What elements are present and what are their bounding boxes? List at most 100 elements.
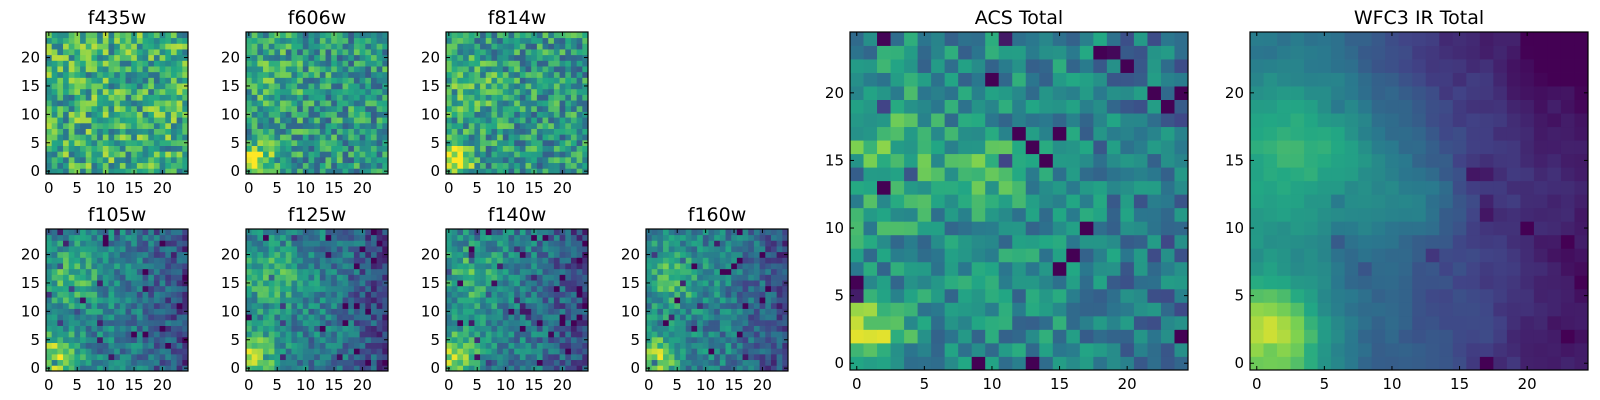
heatmap-cell — [508, 353, 515, 361]
heatmap-cell — [148, 251, 155, 258]
heatmap-cell — [548, 240, 555, 247]
heatmap-cell — [1147, 167, 1162, 182]
heatmap-cell — [170, 128, 178, 135]
heatmap-cell — [125, 83, 132, 90]
heatmap-cell — [502, 105, 509, 112]
heatmap-cell — [342, 117, 349, 124]
heatmap-cell — [463, 359, 470, 366]
heatmap-cell — [370, 291, 378, 298]
heatmap-cell — [474, 285, 481, 292]
heatmap-cell — [97, 117, 104, 124]
heatmap-cell — [291, 105, 298, 112]
heatmap-cell — [519, 359, 526, 366]
heatmap-cell — [257, 336, 264, 343]
heatmap-cell — [68, 319, 75, 326]
heatmap-cell — [998, 180, 1013, 195]
heatmap-cell — [548, 319, 555, 326]
heatmap-cell — [485, 359, 492, 366]
heatmap-cell — [748, 342, 755, 349]
heatmap-cell — [736, 274, 743, 281]
heatmap-cell — [91, 60, 98, 67]
heatmap-cell — [170, 274, 178, 281]
heatmap-cell — [691, 240, 698, 247]
heatmap-cell — [451, 54, 458, 61]
heatmap-cell — [446, 49, 453, 56]
heatmap-cell — [280, 308, 287, 315]
heatmap-cell — [136, 365, 143, 372]
heatmap-cell — [1133, 221, 1148, 236]
heatmap-cell — [548, 297, 555, 304]
heatmap-cell — [917, 194, 932, 209]
heatmap-cell — [302, 37, 309, 44]
heatmap-cell — [336, 32, 343, 39]
heatmap-cell — [370, 308, 378, 315]
heatmap-cell — [131, 257, 138, 264]
heatmap-cell — [576, 336, 583, 343]
heatmap-cell — [514, 229, 521, 236]
heatmap-cell — [531, 134, 538, 141]
heatmap-cell — [119, 297, 126, 304]
heatmap-cell — [57, 49, 64, 56]
heatmap-cell — [719, 336, 726, 343]
heatmap-cell — [285, 263, 292, 270]
heatmap-cell — [125, 308, 132, 315]
heatmap-cell — [570, 32, 578, 39]
heatmap-cell — [170, 43, 178, 50]
heatmap-cell — [51, 297, 58, 304]
heatmap-cell — [519, 37, 526, 44]
heatmap-cell — [863, 302, 878, 317]
heatmap-cell — [463, 274, 470, 281]
heatmap-cell — [125, 365, 132, 372]
heatmap-cell — [91, 274, 98, 281]
heatmap-cell — [1039, 315, 1054, 330]
heatmap-cell — [302, 234, 309, 241]
heatmap-cell — [291, 71, 298, 78]
heatmap-cell — [365, 49, 372, 56]
heatmap-cell — [348, 314, 355, 321]
heatmap-cell — [765, 251, 772, 258]
heatmap-cell — [165, 308, 172, 315]
heatmap-cell — [108, 37, 115, 44]
heatmap-cell — [576, 156, 583, 164]
heatmap-cell — [463, 240, 470, 247]
heatmap-cell — [359, 77, 366, 84]
heatmap-cell — [1012, 275, 1027, 290]
heatmap-cell — [268, 353, 275, 361]
heatmap-cell — [365, 66, 372, 73]
heatmap-cell — [108, 168, 115, 175]
heatmap-cell — [559, 331, 566, 338]
heatmap-cell — [536, 319, 543, 326]
heatmap-cell — [525, 156, 532, 164]
heatmap-cell — [782, 246, 789, 253]
heatmap-cell — [136, 100, 143, 107]
heatmap-cell — [131, 336, 138, 343]
heatmap-cell — [1160, 356, 1175, 371]
heatmap-cell — [63, 280, 70, 287]
heatmap-cell — [342, 100, 349, 107]
heatmap-cell — [263, 139, 270, 146]
heatmap-cell — [274, 280, 281, 287]
heatmap-cell — [97, 122, 104, 129]
heatmap-cell — [559, 308, 566, 315]
heatmap-cell — [131, 43, 138, 50]
heatmap-cell — [370, 240, 378, 247]
heatmap-cell — [525, 331, 532, 338]
heatmap-cell — [1052, 221, 1067, 236]
heatmap-cell — [553, 134, 560, 141]
heatmap-cell — [119, 291, 126, 298]
heatmap-cell — [319, 60, 326, 67]
heatmap-cell — [170, 162, 178, 169]
heatmap-cell — [314, 331, 321, 338]
heatmap-cell — [85, 319, 92, 326]
panel-title: ACS Total — [975, 7, 1063, 29]
heatmap-cell — [280, 117, 287, 124]
heatmap-cell — [708, 353, 715, 361]
heatmap-cell — [770, 314, 778, 321]
heatmap-cell — [74, 145, 81, 152]
heatmap-cell — [542, 77, 549, 84]
heatmap-cell — [765, 308, 772, 315]
heatmap-cell — [280, 319, 287, 326]
heatmap-cell — [525, 308, 532, 315]
heatmap-cell — [319, 139, 326, 146]
